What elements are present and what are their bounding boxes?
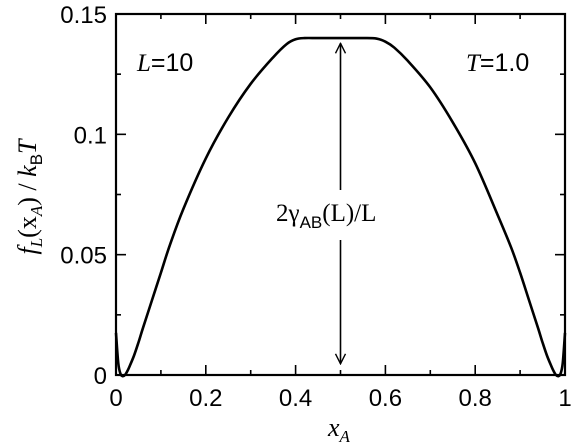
y-tick-label: 0.15 [60, 2, 107, 29]
y-slash: / [13, 177, 42, 197]
x-axis-var: x [327, 413, 340, 442]
y-tick-labels: 0 0.05 0.1 0.15 [60, 2, 107, 390]
x-tick-label: 0.6 [369, 385, 402, 412]
t-symbol: T [466, 50, 482, 77]
y-f: f [13, 244, 42, 255]
y-axis-label: fL(xA) / kBT [13, 138, 46, 255]
l-value: =10 [151, 49, 193, 77]
y-tick-label: 0.05 [60, 243, 107, 270]
x-tick-label: 1 [558, 385, 571, 412]
free-energy-curve [114, 36, 567, 378]
y-arg-sub: A [27, 205, 46, 217]
x-axis-label: xA [327, 413, 351, 446]
y-k-sub: B [27, 154, 46, 165]
plot-frame [114, 12, 567, 377]
y-k: k [13, 165, 42, 177]
t-value: =1.0 [480, 49, 529, 77]
y-t: T [13, 138, 42, 154]
x-axis-sub: A [339, 427, 351, 446]
svg-text:fL(xA) / kBT: fL(xA) / kBT [13, 138, 46, 255]
x-tick-label: 0 [109, 385, 122, 412]
y-tick-label: 0 [94, 363, 107, 390]
gamma-suffix: (L)/L [322, 200, 376, 227]
interface-tension-label: 2γAB(L)/L [276, 200, 376, 232]
l-symbol: L [136, 50, 151, 77]
y-tick-label: 0.1 [74, 122, 107, 149]
gamma-subscript: AB [300, 213, 323, 232]
t-annotation: T=1.0 [466, 49, 529, 77]
l-annotation: L=10 [136, 49, 193, 77]
x-tick-label: 0.2 [189, 385, 222, 412]
y-f-sub: L [27, 238, 46, 248]
y-arg-open: (x [13, 216, 42, 238]
gamma-prefix: 2γ [276, 200, 300, 227]
x-tick-label: 0.8 [459, 385, 492, 412]
y-arg-close: ) [13, 197, 42, 206]
x-tick-labels: 0 0.2 0.4 0.6 0.8 1 [109, 385, 571, 412]
x-tick-label: 0.4 [279, 385, 312, 412]
